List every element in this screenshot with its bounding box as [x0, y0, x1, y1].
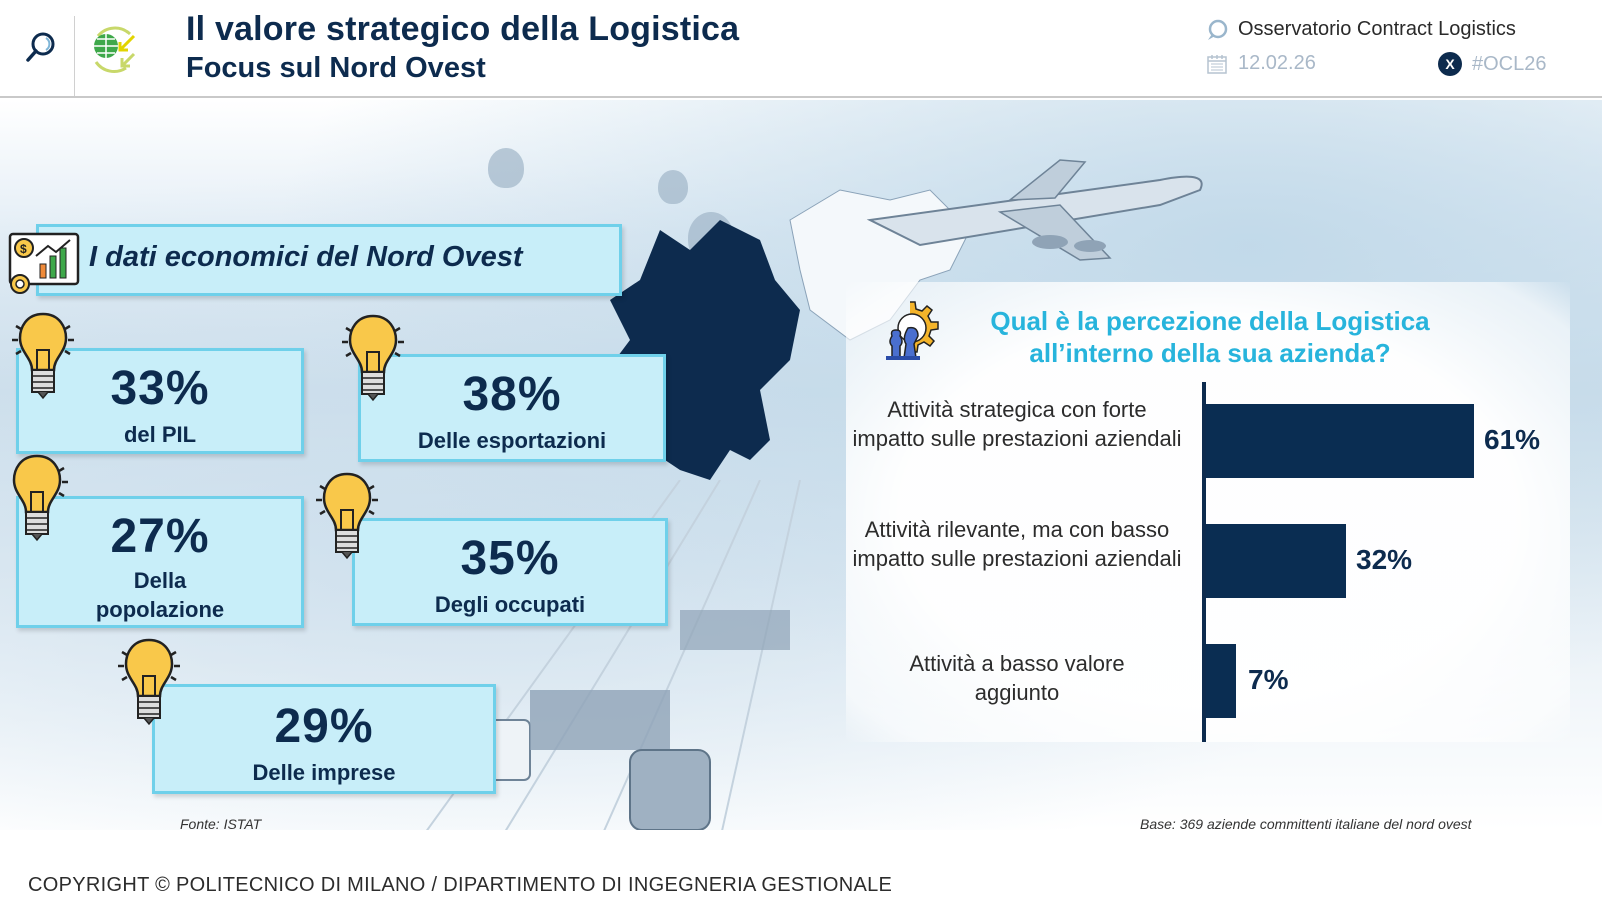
svg-text:$: $ — [20, 242, 27, 256]
header-divider — [74, 16, 75, 96]
chart-bar — [1206, 524, 1346, 598]
stat-value: 27% — [110, 510, 210, 563]
section-heading: I dati economici del Nord Ovest — [89, 241, 523, 273]
date-label: 12.02.26 — [1206, 52, 1316, 75]
section-heading-box: I dati economici del Nord Ovest — [36, 224, 622, 296]
observatory-label: Osservatorio Contract Logistics — [1206, 18, 1516, 41]
copyright-footer: COPYRIGHT © POLITECNICO DI MILANO / DIPA… — [28, 874, 893, 896]
lightbulb-icon — [316, 472, 378, 560]
airplane-illustration — [866, 159, 1203, 261]
bar-value-label: 32% — [1356, 544, 1413, 575]
bar-category-label: Attività strategica con forte impatto su… — [852, 397, 1182, 451]
bar-category-label: Attività rilevante, ma con basso impatto… — [852, 517, 1182, 571]
stat-value: 33% — [110, 362, 210, 415]
lightbulb-icon — [118, 638, 180, 726]
hot-air-balloon — [658, 170, 688, 204]
hashtag-text: #OCL26 — [1472, 52, 1547, 75]
stat-card-imprese: 29% Delle imprese — [152, 684, 496, 794]
speech-bubble-icon — [1208, 19, 1228, 40]
header: Il valore strategico della Logistica Foc… — [0, 0, 1602, 98]
page-title: Il valore strategico della Logistica — [186, 10, 740, 48]
bar-value-label: 7% — [1248, 664, 1289, 695]
magnifier-logo-icon — [26, 32, 55, 62]
globe-arrows-icon — [94, 26, 136, 73]
stat-label: del PIL — [123, 422, 197, 447]
source-note: Fonte: ISTAT — [180, 816, 262, 832]
stat-card-esportazioni: 38% Delle esportazioni — [358, 354, 666, 462]
hashtag-link[interactable]: X #OCL26 — [1438, 52, 1547, 76]
bar-value-label: 61% — [1484, 424, 1541, 455]
stat-label: Della popolazione — [95, 568, 225, 622]
strategy-gear-chess-icon — [886, 301, 939, 360]
chart-title: Qual è la percezione della Logistica all… — [990, 306, 1430, 368]
chart-axis — [1202, 382, 1206, 742]
chart-bar — [1206, 404, 1474, 478]
stat-value: 38% — [462, 368, 562, 421]
stat-card-occupati: 35% Degli occupati — [352, 518, 668, 626]
x-social-icon: X — [1438, 52, 1462, 76]
stat-card-popolazione: 27% Della popolazione — [16, 496, 304, 628]
lightbulb-icon — [342, 314, 404, 402]
stat-label: Degli occupati — [434, 592, 586, 617]
base-note: Base: 369 aziende committenti italiane d… — [1140, 816, 1472, 832]
lightbulb-icon — [12, 312, 74, 400]
stat-label: Delle esportazioni — [417, 428, 607, 453]
observatory-name: Osservatorio Contract Logistics — [1238, 18, 1516, 40]
bar-category-label: Attività a basso valore aggiunto — [909, 651, 1125, 705]
stat-value: 29% — [274, 700, 374, 753]
hot-air-balloon — [488, 148, 524, 188]
calendar-icon — [1207, 54, 1227, 74]
stat-label: Delle imprese — [252, 760, 396, 785]
event-date: 12.02.26 — [1238, 52, 1316, 74]
stat-card-pil: 33% del PIL — [16, 348, 304, 454]
page-subtitle: Focus sul Nord Ovest — [186, 52, 486, 84]
highway-trucks-illustration — [420, 480, 801, 830]
lightbulb-icon — [12, 454, 68, 542]
chart-bar — [1206, 644, 1236, 718]
stat-value: 35% — [460, 532, 560, 585]
economic-dashboard-icon: $ — [8, 232, 80, 294]
